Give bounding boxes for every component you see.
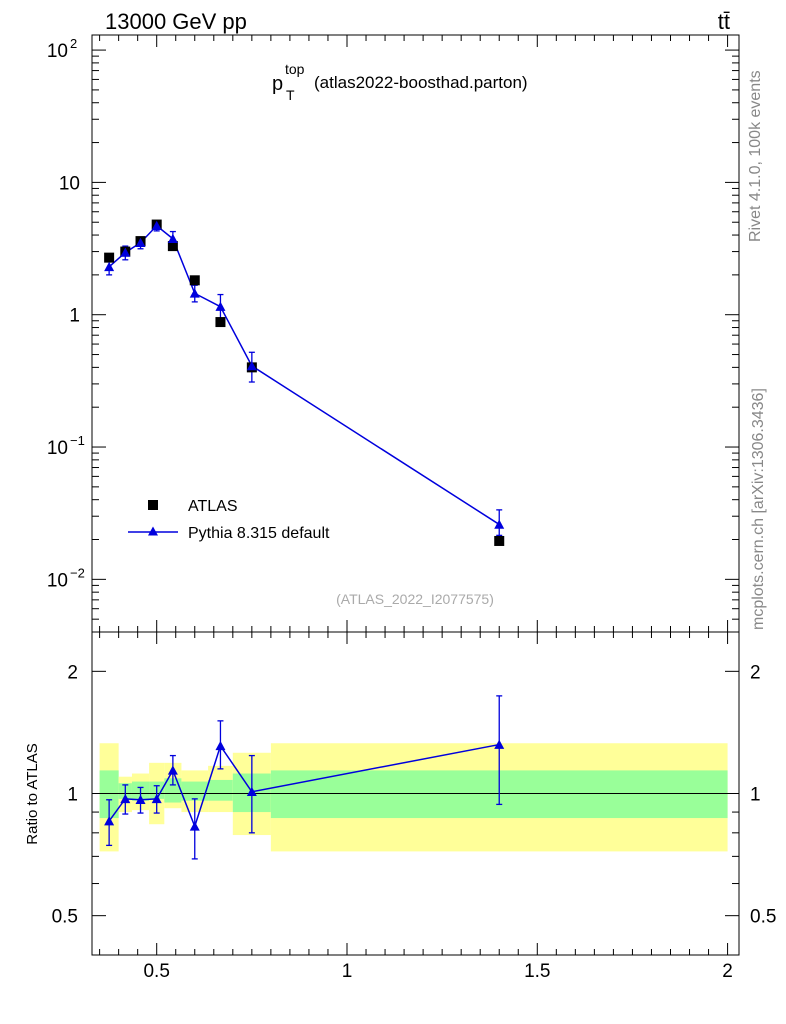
ratio-point [494, 739, 505, 749]
y-tick-ratio-label-right: 0.5 [750, 907, 776, 928]
band-inner-bin [164, 778, 182, 803]
observable-superscript: top [285, 61, 305, 77]
legend-data-label: ATLAS [188, 498, 238, 515]
x-tick-label: 0.5 [143, 961, 169, 982]
main-series [104, 219, 505, 546]
mc-point [189, 288, 200, 298]
data-point [167, 241, 178, 252]
ratio-point [167, 765, 178, 775]
data-point [494, 535, 505, 546]
x-tick-label: 1.5 [524, 961, 550, 982]
mcplots-reference-label: mcplots.cern.ch [arXiv:1306.3436] [750, 388, 767, 630]
legend-mc-marker [148, 526, 158, 536]
mc-point [120, 247, 131, 257]
uncertainty-bands [92, 743, 739, 852]
y-tick-main-label: 10 [47, 41, 68, 62]
y-tick-ratio-label-right: 1 [750, 785, 761, 806]
observable-title: p [272, 73, 283, 95]
band-inner-bin [208, 779, 233, 801]
x-tick-label: 1 [342, 961, 353, 982]
y-tick-ratio-label-right: 2 [750, 662, 761, 683]
mc-point [246, 360, 257, 371]
y-tick-ratio-label-left: 2 [67, 662, 78, 683]
header-process-label: 13000 GeV pp [105, 9, 247, 34]
ratio-point [120, 793, 131, 804]
mc-point [135, 237, 146, 247]
x-tick-label: 2 [722, 961, 733, 982]
data-point [104, 252, 115, 263]
band-inner-bin [99, 770, 119, 819]
rivet-version-label: Rivet 4.1.0, 100k events [747, 70, 764, 242]
header-final-state-label: tt̄ [718, 9, 730, 34]
ratio-point [189, 821, 200, 831]
legend-data-marker [148, 500, 158, 510]
data-point [189, 275, 200, 286]
analysis-watermark: (ATLAS_2022_I2077575) [336, 591, 494, 607]
mc-point [151, 220, 162, 231]
ratio-point [104, 816, 115, 826]
mc-point [494, 519, 505, 529]
y-tick-main-label: 10 [47, 438, 68, 459]
ratio-axis-label: Ratio to ATLAS [24, 743, 41, 844]
mc-point [215, 301, 226, 311]
ratio-point [215, 740, 226, 751]
y-tick-ratio-label-left: 0.5 [52, 907, 78, 928]
mc-line [108, 224, 500, 526]
ratio-series [104, 695, 505, 860]
analysis-name: (atlas2022-boosthad.parton) [314, 73, 528, 92]
mc-point [104, 261, 115, 272]
ratio-point [151, 793, 162, 804]
mc-point [167, 233, 178, 244]
ratio-point [246, 786, 257, 796]
legend: ATLAS Pythia 8.315 default [128, 498, 330, 542]
observable-symbol: p [272, 73, 283, 95]
ratio-point [135, 794, 146, 805]
y-tick-main-label: 10 [59, 173, 80, 194]
y-tick-ratio-label-left: 1 [67, 785, 78, 806]
y-tick-main-label: 10 [47, 570, 68, 591]
observable-subscript: T [286, 87, 295, 103]
y-tick-main-label: 1 [69, 306, 80, 327]
data-point [215, 317, 226, 328]
legend-mc-label: Pythia 8.315 default [188, 525, 330, 542]
y-tick-main-exponent: 2 [70, 36, 77, 51]
main-plot-frame [91, 34, 740, 633]
y-tick-main-exponent: −2 [70, 565, 85, 580]
y-tick-main-exponent: −1 [70, 433, 85, 448]
band-inner-bin [181, 781, 209, 801]
